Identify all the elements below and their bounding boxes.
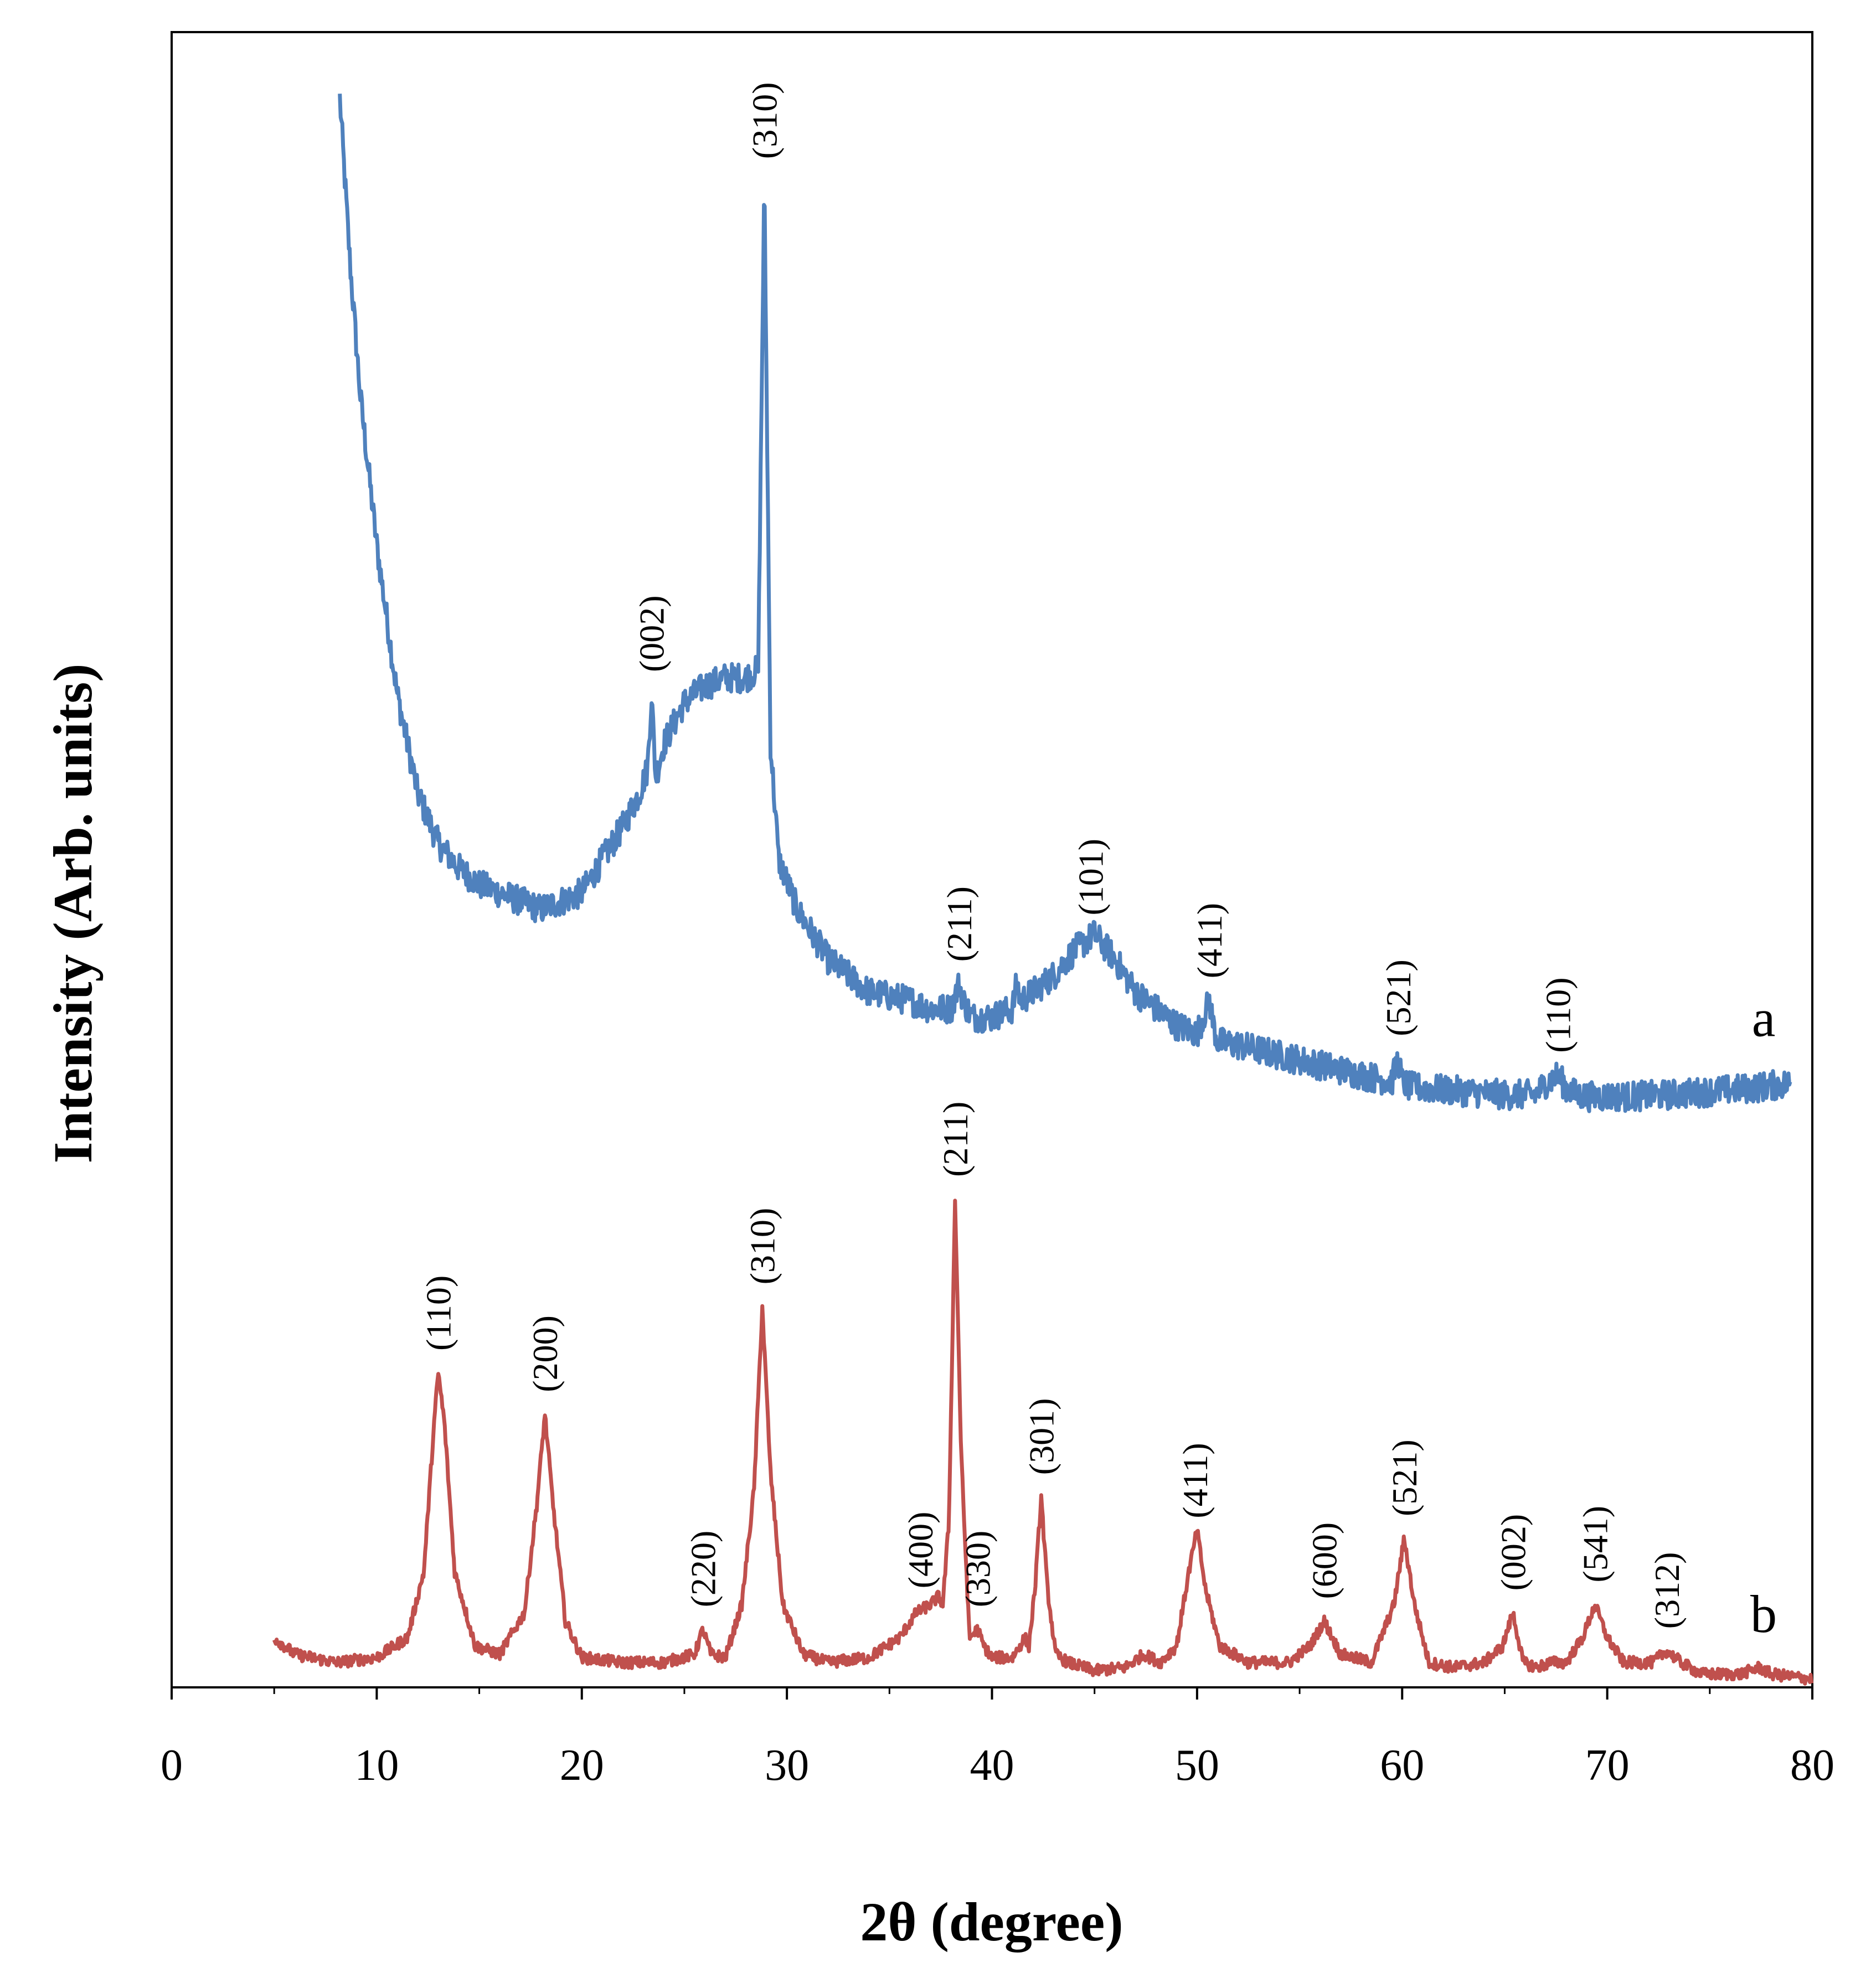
x-tick-label: 80 xyxy=(1790,1741,1834,1790)
x-axis-title: 2θ (degree) xyxy=(860,1891,1123,1953)
series-b-line xyxy=(272,1199,1813,1686)
peak-label-a: (310) xyxy=(745,82,784,159)
peak-label-b: (301) xyxy=(1022,1398,1061,1475)
peak-label-b: (541) xyxy=(1575,1506,1615,1583)
peak-annotations: (002) (310) (211) (101) (411) (521) (110) (110)… xyxy=(419,82,1687,1629)
peak-label-b: (411) xyxy=(1176,1443,1215,1518)
series-layer xyxy=(272,94,1813,1686)
peak-label-a: (110) xyxy=(1539,977,1578,1052)
x-tick-label: 40 xyxy=(970,1741,1014,1790)
y-axis-title: Intensity (Arb. units) xyxy=(42,664,104,1164)
x-tick-label: 70 xyxy=(1585,1741,1630,1790)
peak-label-a: (101) xyxy=(1071,839,1110,916)
peak-label-b: (312) xyxy=(1647,1552,1687,1629)
peak-label-b: (330) xyxy=(958,1531,998,1608)
peak-label-b: (310) xyxy=(743,1208,782,1285)
x-axis-ticks: 0 10 20 30 40 50 60 70 80 xyxy=(161,1687,1834,1790)
series-a-label: a xyxy=(1752,989,1776,1048)
series-a-line xyxy=(338,94,1792,1113)
x-tick-label: 60 xyxy=(1380,1741,1424,1790)
peak-label-b: (211) xyxy=(936,1102,975,1177)
peak-label-b: (600) xyxy=(1305,1522,1344,1599)
peak-label-b: (200) xyxy=(525,1315,565,1392)
x-tick-label: 30 xyxy=(765,1741,809,1790)
x-tick-label: 50 xyxy=(1175,1741,1219,1790)
peak-label-b: (400) xyxy=(901,1512,940,1589)
x-tick-label: 10 xyxy=(354,1741,399,1790)
peak-label-b: (110) xyxy=(419,1275,458,1351)
peak-label-a: (521) xyxy=(1379,959,1418,1036)
peak-label-b: (220) xyxy=(683,1531,723,1608)
peak-label-b: (521) xyxy=(1385,1439,1424,1516)
x-tick-label: 0 xyxy=(161,1741,183,1790)
peak-label-a: (002) xyxy=(632,595,672,672)
peak-label-a: (411) xyxy=(1190,903,1229,978)
x-tick-label: 20 xyxy=(560,1741,604,1790)
plot-frame xyxy=(171,31,1813,1688)
peak-label-a: (211) xyxy=(940,886,979,962)
series-labels: ab xyxy=(1750,989,1777,1644)
series-b-label: b xyxy=(1750,1584,1777,1644)
peak-label-b: (002) xyxy=(1493,1514,1533,1591)
